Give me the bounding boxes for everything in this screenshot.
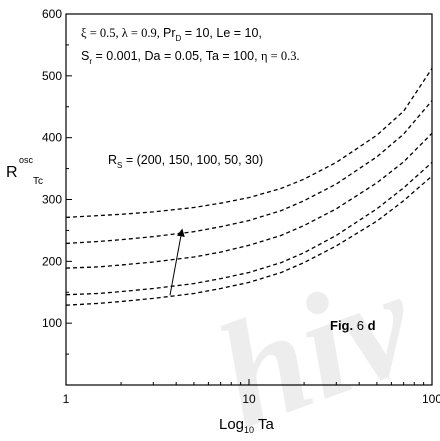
x-tick-label: 100: [422, 392, 440, 406]
y-axis-label-sup: osc: [19, 155, 34, 165]
y-tick-label: 300: [42, 193, 62, 207]
x-axis-label: Log10 Ta: [219, 416, 274, 435]
tick-labels: 100 200 300 400 500 600 1 10 100: [42, 7, 440, 406]
plot-frame: [65, 13, 433, 386]
series-line-1: [65, 68, 433, 219]
y-tick-label: 500: [42, 69, 62, 83]
figure-label: Fig. 6 d: [330, 318, 376, 333]
y-tick-label: 200: [42, 254, 62, 268]
y-tick-label: 100: [42, 316, 62, 330]
rs-label: RS = (200, 150, 100, 50, 30): [108, 153, 263, 170]
series-line-2: [65, 100, 433, 245]
y-tick-label: 600: [42, 7, 62, 21]
watermark: hiv: [197, 238, 435, 441]
series-line-4: [65, 161, 433, 296]
series-layer: [65, 68, 433, 306]
x-tick-label: 1: [63, 392, 70, 406]
rs-arrow: [169, 228, 185, 296]
params-line-1: ξ = 0.5, λ = 0.9, PrD = 10, Le = 10,: [81, 26, 262, 43]
series-line-5: [65, 175, 433, 306]
y-axis-label: R: [6, 164, 18, 181]
y-tick-label: 400: [42, 131, 62, 145]
x-tick-label: 10: [242, 392, 256, 406]
series-line-3: [65, 132, 433, 269]
params-line-2: Sr = 0.001, Da = 0.05, Ta = 100, η = 0.3…: [81, 49, 300, 66]
y-axis-label-sub: Tc: [33, 176, 43, 187]
